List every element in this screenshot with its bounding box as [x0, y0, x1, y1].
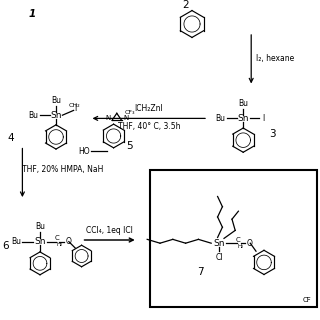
Text: THF, 40° C, 3.5h: THF, 40° C, 3.5h [117, 122, 180, 131]
Text: N: N [105, 115, 110, 121]
Text: CH₂: CH₂ [68, 103, 80, 108]
Text: N: N [123, 115, 128, 121]
Text: Bu: Bu [51, 96, 61, 105]
Text: 7: 7 [197, 267, 203, 277]
Text: O: O [246, 239, 252, 248]
Text: HO: HO [78, 147, 90, 156]
Text: 4: 4 [8, 132, 14, 143]
Text: 6: 6 [3, 241, 9, 252]
Text: H₂: H₂ [237, 244, 244, 249]
Bar [150, 170, 317, 307]
Text: Sn: Sn [213, 239, 225, 248]
Text: 2: 2 [182, 0, 189, 10]
Text: THF, 20% HMPA, NaH: THF, 20% HMPA, NaH [22, 165, 104, 174]
Text: I₂, hexane: I₂, hexane [256, 54, 294, 63]
Text: Bu: Bu [216, 114, 226, 123]
Text: I: I [75, 104, 77, 113]
Text: I: I [262, 114, 265, 123]
Text: O: O [66, 237, 71, 246]
Text: CF: CF [303, 297, 312, 303]
Text: C: C [235, 237, 240, 243]
Text: Bu: Bu [11, 237, 21, 246]
Text: Sn: Sn [237, 114, 249, 123]
Text: H₂: H₂ [57, 242, 63, 247]
Text: Bu: Bu [28, 111, 38, 120]
Text: CCl₄, 1eq ICl: CCl₄, 1eq ICl [86, 226, 133, 235]
Text: ICH₂ZnI: ICH₂ZnI [134, 104, 163, 113]
Text: Bu: Bu [35, 222, 45, 231]
Text: 3: 3 [269, 129, 276, 140]
Text: Sn: Sn [34, 237, 46, 246]
Text: Sn: Sn [50, 111, 62, 120]
Text: 5: 5 [126, 140, 133, 151]
Text: Bu: Bu [238, 99, 248, 108]
Text: Cl: Cl [215, 253, 223, 262]
Text: CF₃: CF₃ [125, 110, 135, 115]
Text: C: C [54, 236, 59, 241]
Text: 1: 1 [28, 9, 36, 20]
